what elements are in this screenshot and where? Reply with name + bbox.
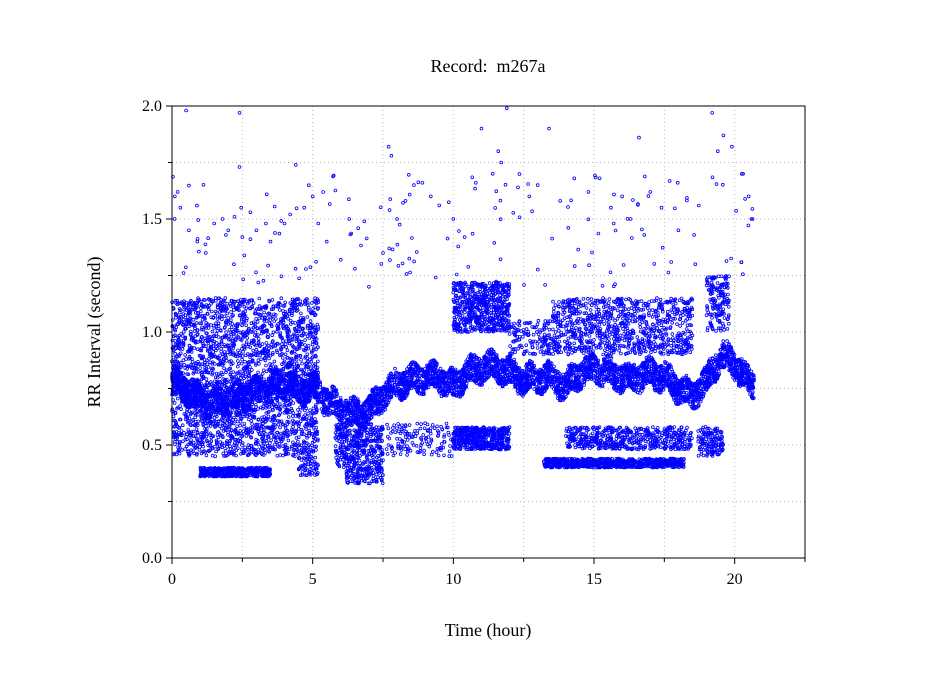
data-point: [725, 339, 729, 343]
data-points: [170, 106, 756, 486]
data-point: [750, 390, 755, 395]
data-point: [393, 366, 397, 371]
data-point: [721, 339, 725, 343]
data-point: [438, 366, 443, 371]
data-point: [616, 374, 621, 379]
data-point: [749, 369, 754, 374]
data-point: [472, 353, 477, 357]
data-point: [552, 364, 556, 369]
